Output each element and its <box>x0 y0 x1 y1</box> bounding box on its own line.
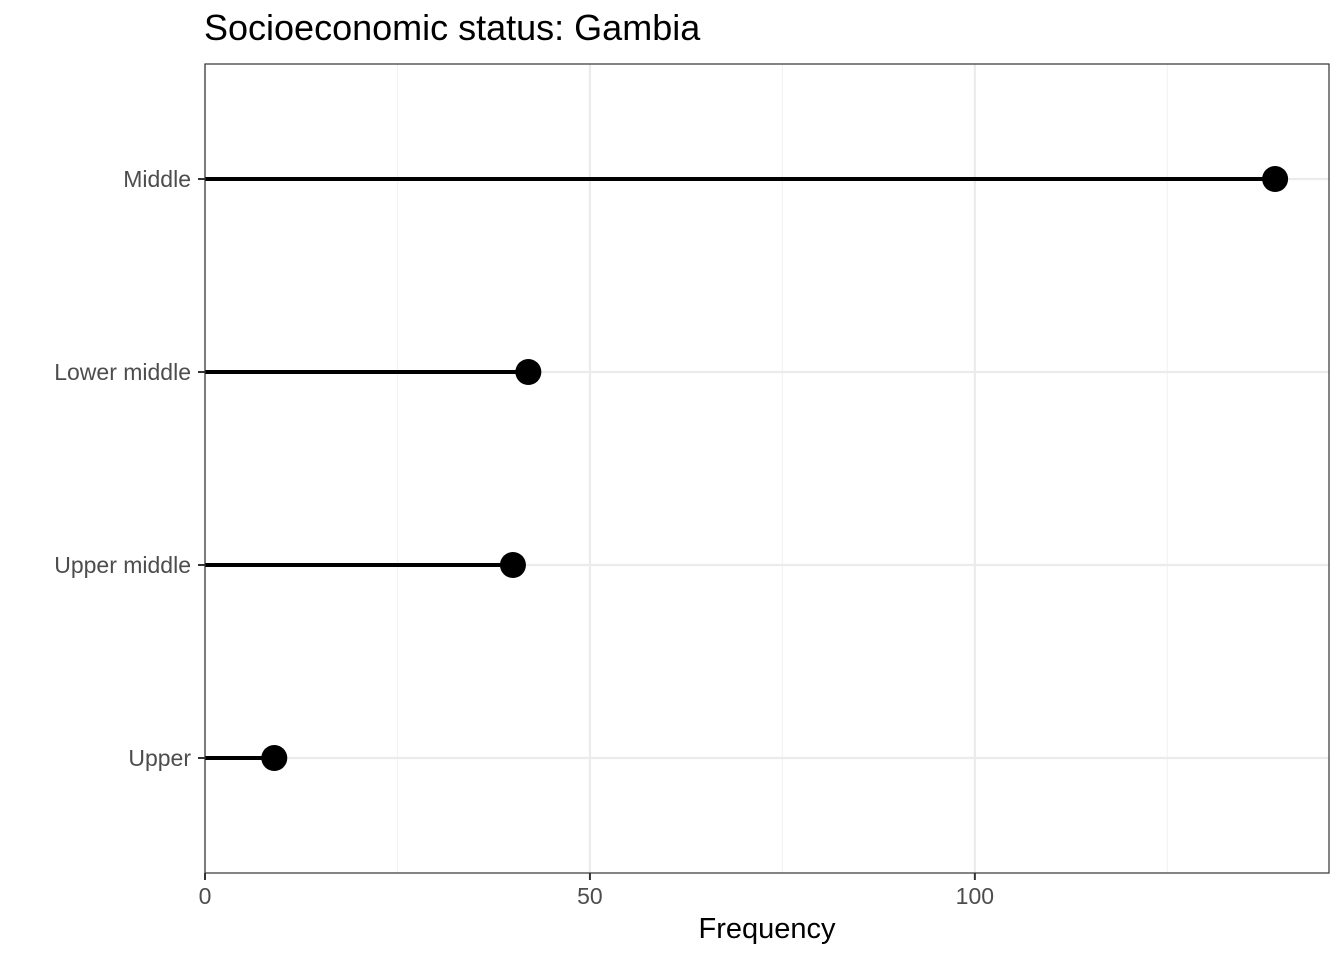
lollipop-marks <box>205 166 1289 771</box>
lollipop-point <box>515 359 542 385</box>
x-tick-label: 0 <box>199 883 212 909</box>
lollipop-point <box>261 745 288 771</box>
x-tick-label: 100 <box>956 883 994 909</box>
x-axis-title: Frequency <box>698 913 836 945</box>
lollipop-point <box>1262 166 1289 192</box>
y-tick-label: Upper middle <box>54 552 191 578</box>
y-tick-label: Upper <box>128 745 191 771</box>
y-tick-label: Lower middle <box>54 359 191 385</box>
lollipop-point <box>499 552 526 578</box>
panel-border <box>204 63 1330 874</box>
y-tick-label: Middle <box>123 166 191 192</box>
x-axis: 0 50 100 <box>199 873 994 909</box>
chart-title: Socioeconomic status: Gambia <box>204 7 701 48</box>
x-tick-label: 50 <box>577 883 603 909</box>
y-axis: Middle Lower middle Upper middle Upper <box>54 166 205 771</box>
grid-lines <box>203 64 1329 873</box>
